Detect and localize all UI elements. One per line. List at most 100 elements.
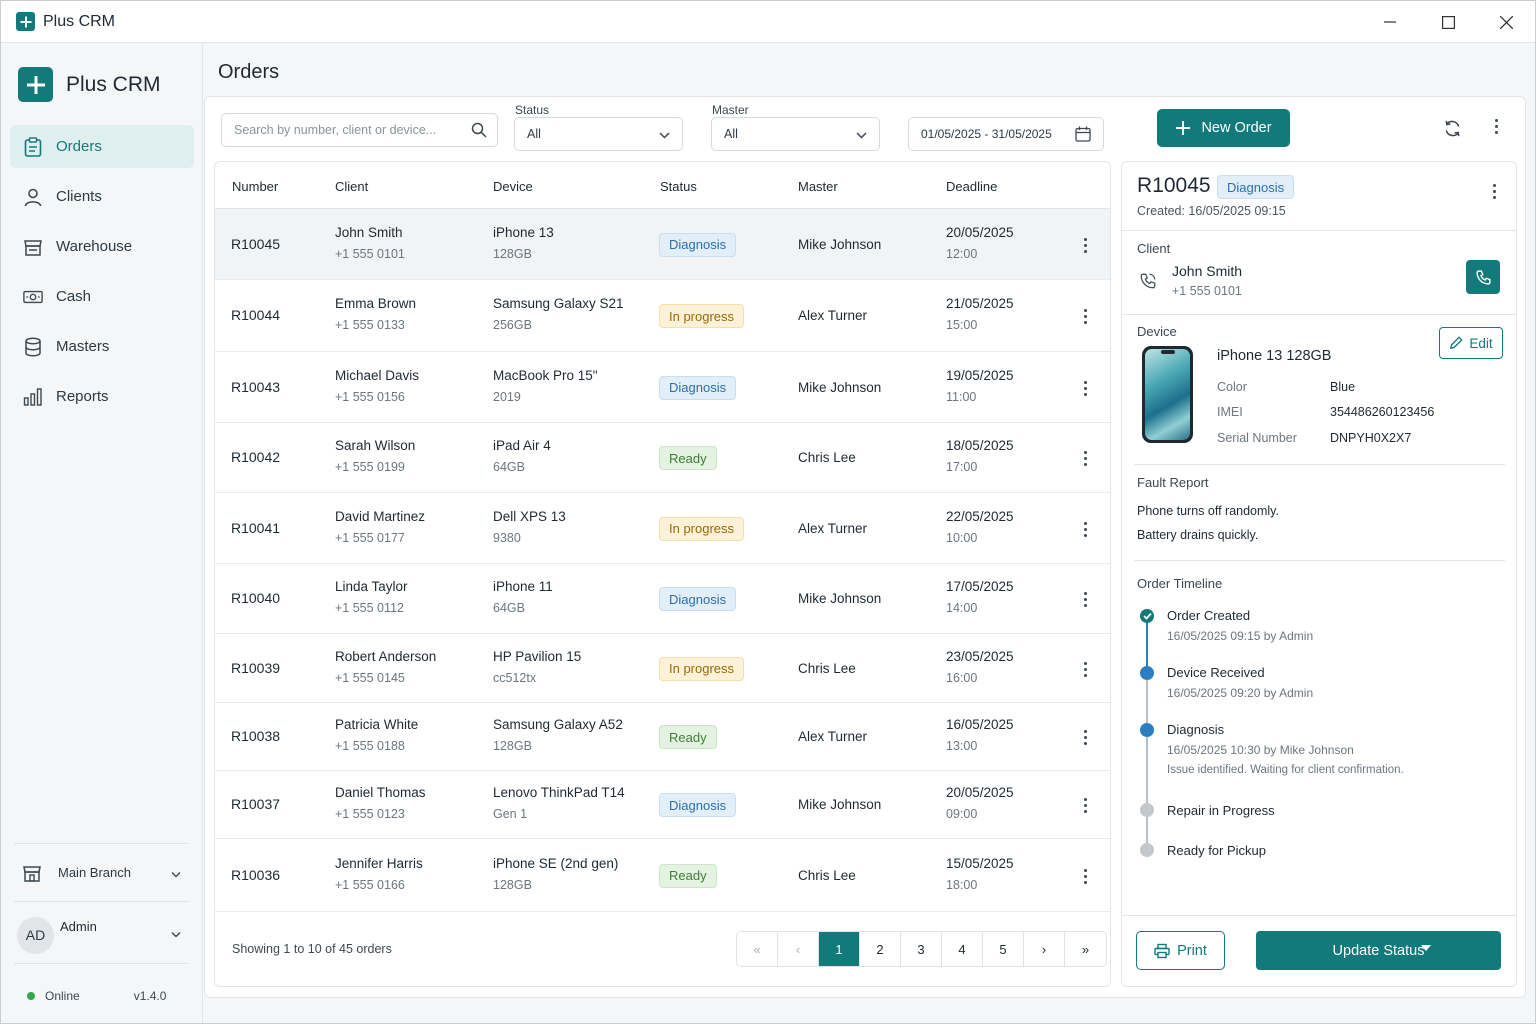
client-name: Patricia White [335, 717, 419, 732]
column-header-master[interactable]: Master [798, 179, 838, 194]
master-name: Chris Lee [798, 450, 856, 465]
orders-table: Number Client Device Status Master Deadl… [214, 161, 1111, 987]
more-options-button[interactable] [1487, 116, 1507, 140]
table-row[interactable]: R10037 Daniel Thomas +1 555 0123 Lenovo Thi… [215, 771, 1110, 839]
table-row[interactable]: R10045 John Smith +1 555 0101 iPhone 13 128G… [215, 209, 1110, 280]
sidebar-nav: Orders Clients Warehouse Cash [10, 125, 194, 425]
page-button-1[interactable]: 1 [819, 932, 860, 966]
edit-device-button[interactable]: Edit [1439, 327, 1503, 359]
table-row[interactable]: R10044 Emma Brown +1 555 0133 Samsung Galax… [215, 280, 1110, 352]
status-filter-select[interactable]: All [514, 117, 683, 151]
minimize-icon [1384, 21, 1396, 23]
master-filter-select[interactable]: All [711, 117, 880, 151]
status-badge: Diagnosis [659, 375, 737, 400]
timeline-connector [1146, 817, 1148, 843]
column-header-client[interactable]: Client [335, 179, 369, 194]
column-header-deadline[interactable]: Deadline [946, 179, 998, 194]
row-more-icon[interactable] [1084, 868, 1088, 887]
row-more-icon[interactable] [1084, 521, 1088, 540]
column-header-number[interactable]: Number [232, 179, 279, 194]
table-row[interactable]: R10038 Patricia White +1 555 0188 Samsung G… [215, 703, 1110, 771]
client-name: Michael Davis [335, 367, 420, 383]
check-icon [1140, 609, 1154, 623]
user-menu[interactable]: AD Admin [14, 902, 189, 964]
first-page-button[interactable]: « [737, 932, 778, 966]
print-button[interactable]: Print [1136, 931, 1225, 970]
device-detail: 128GB [493, 739, 532, 753]
master-name: Chris Lee [798, 867, 856, 883]
branch-selector[interactable]: Main Branch [14, 844, 189, 902]
status-badge: In progress [659, 656, 745, 681]
client-phone: +1 555 0123 [335, 807, 405, 821]
date-range-picker[interactable]: 01/05/2025 - 31/05/2025 [908, 117, 1104, 151]
table-row[interactable]: R10036 Jennifer Harris +1 555 0166 iPhone S… [215, 839, 1110, 912]
master-filter-label: Master [712, 103, 749, 117]
chevron-down-icon [659, 128, 670, 142]
sidebar-item-cash[interactable]: Cash [10, 275, 194, 318]
row-more-icon[interactable] [1084, 451, 1088, 469]
page-button-4[interactable]: 4 [942, 932, 983, 966]
fault-line: Phone turns off randomly. [1137, 504, 1279, 518]
update-status-button[interactable]: Update Status [1256, 931, 1501, 970]
divider [1122, 230, 1516, 231]
next-page-button[interactable]: › [1024, 932, 1065, 966]
call-client-button[interactable] [1466, 260, 1500, 294]
order-number: R10042 [231, 449, 281, 465]
client-phone: +1 555 0177 [335, 530, 405, 545]
column-header-device[interactable]: Device [493, 179, 533, 194]
sidebar-item-orders[interactable]: Orders [10, 125, 194, 168]
new-order-button[interactable]: New Order [1157, 109, 1290, 147]
sidebar-item-masters[interactable]: Masters [10, 325, 194, 368]
row-more-icon[interactable] [1084, 380, 1088, 399]
master-name: Chris Lee [798, 660, 856, 676]
row-more-icon[interactable] [1084, 309, 1088, 327]
status-badge: In progress [659, 304, 745, 328]
detail-more-button[interactable] [1487, 181, 1503, 205]
table-row[interactable]: R10042 Sarah Wilson +1 555 0199 iPad Air 4 6… [215, 423, 1110, 493]
branch-name: Main Branch [58, 865, 131, 880]
deadline-date: 16/05/2025 [946, 717, 1014, 732]
refresh-button[interactable] [1439, 116, 1465, 140]
timeline-connector [1146, 680, 1148, 724]
page-button-3[interactable]: 3 [901, 932, 942, 966]
page-button-2[interactable]: 2 [860, 932, 901, 966]
table-row[interactable]: R10039 Robert Anderson +1 555 0145 HP Pavil… [215, 634, 1110, 703]
store-icon [22, 863, 42, 883]
page-button-5[interactable]: 5 [983, 932, 1024, 966]
timeline-dot-active [1140, 723, 1154, 737]
column-header-status[interactable]: Status [660, 179, 697, 194]
row-more-icon[interactable] [1084, 661, 1088, 680]
last-page-button[interactable]: » [1081, 941, 1090, 957]
deadline-time: 18:00 [946, 877, 978, 892]
fault-line: Battery drains quickly. [1137, 528, 1259, 542]
row-more-icon[interactable] [1084, 730, 1088, 748]
deadline-date: 20/05/2025 [946, 785, 1014, 800]
status-badge: Diagnosis [659, 587, 737, 611]
order-number: R10039 [231, 659, 281, 676]
sidebar-item-label: Clients [56, 188, 102, 205]
row-more-icon[interactable] [1084, 592, 1088, 610]
deadline-date: 17/05/2025 [946, 579, 1014, 594]
minimize-button[interactable] [1361, 1, 1419, 43]
brand-logo-icon [18, 67, 53, 102]
pencil-icon [1449, 336, 1463, 350]
client-phone: +1 555 0133 [335, 318, 405, 332]
client-name: Robert Anderson [335, 648, 437, 664]
detail-order-number: R10045 [1137, 174, 1211, 197]
deadline-time: 12:00 [946, 246, 978, 261]
sidebar-item-warehouse[interactable]: Warehouse [10, 225, 194, 268]
row-more-icon[interactable] [1084, 798, 1088, 816]
search-input[interactable]: Search by number, client or device... [221, 113, 498, 147]
divider [1122, 915, 1516, 916]
table-row[interactable]: R10040 Linda Taylor +1 555 0112 iPhone 11 64… [215, 564, 1110, 634]
table-row[interactable]: R10041 David Martinez +1 555 0177 Dell XPS … [215, 493, 1110, 564]
prev-page-button[interactable]: ‹ [778, 932, 819, 966]
device-name: iPhone SE (2nd gen) [493, 855, 619, 871]
table-row[interactable]: R10043 Michael Davis +1 555 0156 MacBook Pr… [215, 352, 1110, 423]
close-button[interactable] [1477, 1, 1535, 43]
sidebar-item-reports[interactable]: Reports [10, 375, 194, 418]
detail-client-name[interactable]: John Smith [1172, 263, 1243, 279]
maximize-button[interactable] [1419, 1, 1477, 43]
sidebar-item-clients[interactable]: Clients [10, 175, 194, 218]
row-more-icon[interactable] [1084, 237, 1088, 256]
